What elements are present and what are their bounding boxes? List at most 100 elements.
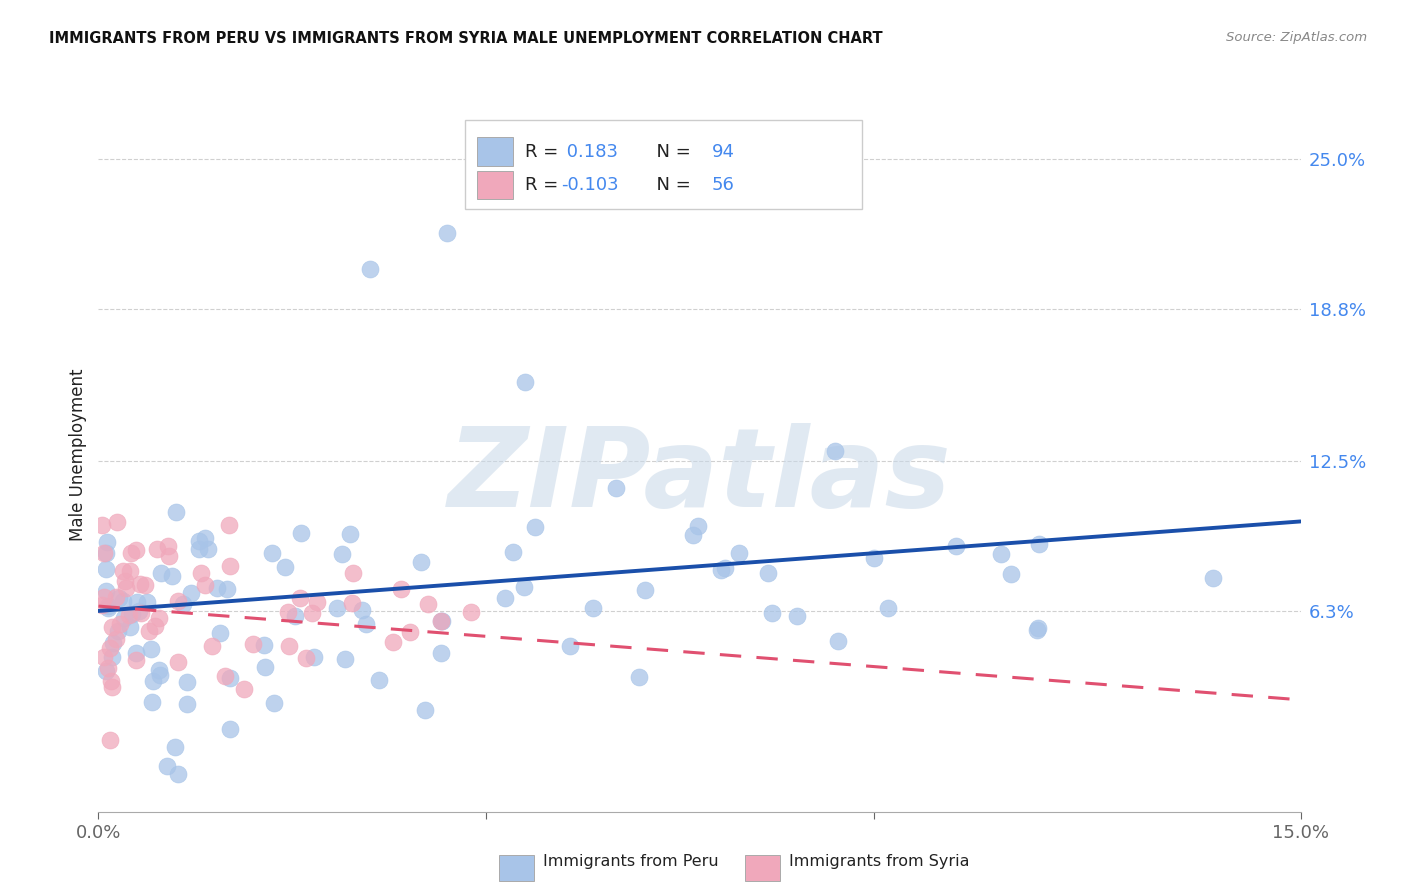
Text: Source: ZipAtlas.com: Source: ZipAtlas.com bbox=[1226, 31, 1367, 45]
Text: -0.103: -0.103 bbox=[561, 177, 619, 194]
Point bbox=[274, 559, 297, 574]
Point bbox=[190, 566, 212, 580]
Point bbox=[301, 606, 323, 620]
Point bbox=[342, 566, 364, 580]
Point bbox=[290, 526, 312, 541]
Point bbox=[436, 226, 458, 240]
Point bbox=[167, 767, 190, 781]
Point bbox=[242, 637, 264, 651]
Point bbox=[98, 640, 121, 655]
Point bbox=[163, 739, 186, 754]
Point bbox=[304, 650, 326, 665]
Point bbox=[205, 581, 228, 595]
Point bbox=[105, 515, 128, 529]
Point bbox=[120, 564, 142, 578]
Point bbox=[93, 547, 115, 561]
Point bbox=[262, 546, 284, 560]
Point bbox=[513, 580, 536, 594]
Point bbox=[114, 582, 136, 596]
Text: R =: R = bbox=[526, 177, 564, 194]
Point bbox=[172, 597, 194, 611]
Point bbox=[156, 539, 179, 553]
Point bbox=[148, 663, 170, 677]
Y-axis label: Male Unemployment: Male Unemployment bbox=[69, 368, 87, 541]
Point bbox=[354, 616, 377, 631]
Point bbox=[305, 595, 328, 609]
Point bbox=[96, 562, 118, 576]
Point bbox=[863, 551, 886, 566]
Point bbox=[149, 566, 172, 580]
Point bbox=[101, 681, 124, 695]
Point bbox=[214, 669, 236, 683]
Text: IMMIGRANTS FROM PERU VS IMMIGRANTS FROM SYRIA MALE UNEMPLOYMENT CORRELATION CHAR: IMMIGRANTS FROM PERU VS IMMIGRANTS FROM … bbox=[49, 31, 883, 46]
Text: 94: 94 bbox=[711, 143, 734, 161]
Point bbox=[513, 375, 536, 389]
Point bbox=[194, 531, 217, 545]
Point bbox=[415, 703, 437, 717]
Point bbox=[96, 584, 118, 599]
Point bbox=[105, 632, 128, 647]
Point bbox=[142, 673, 165, 688]
Point bbox=[333, 652, 356, 666]
Point bbox=[180, 586, 202, 600]
Text: R =: R = bbox=[526, 143, 564, 161]
Point bbox=[165, 505, 187, 519]
Point bbox=[232, 681, 254, 696]
Point bbox=[1026, 621, 1049, 635]
FancyBboxPatch shape bbox=[465, 120, 862, 209]
Point bbox=[714, 561, 737, 575]
Point bbox=[582, 600, 605, 615]
Point bbox=[149, 667, 172, 681]
Point bbox=[125, 595, 148, 609]
Point bbox=[352, 603, 374, 617]
Point bbox=[368, 673, 391, 687]
Point bbox=[120, 546, 142, 560]
FancyBboxPatch shape bbox=[477, 171, 513, 200]
Point bbox=[326, 600, 349, 615]
Point bbox=[634, 582, 657, 597]
Point bbox=[219, 722, 242, 736]
Point bbox=[682, 527, 704, 541]
Point bbox=[166, 655, 188, 669]
Point bbox=[118, 607, 141, 622]
Point bbox=[93, 650, 115, 665]
Point bbox=[141, 695, 163, 709]
Text: Immigrants from Syria: Immigrants from Syria bbox=[789, 855, 969, 869]
Point bbox=[524, 519, 547, 533]
Point bbox=[277, 605, 299, 619]
Point bbox=[114, 610, 136, 624]
Point bbox=[138, 624, 160, 638]
Point bbox=[112, 564, 135, 578]
Point bbox=[277, 639, 299, 653]
Point bbox=[187, 533, 209, 548]
Point bbox=[156, 759, 179, 773]
Point bbox=[111, 594, 134, 608]
Point bbox=[990, 547, 1012, 561]
Point bbox=[409, 556, 432, 570]
Point bbox=[502, 545, 524, 559]
Point bbox=[134, 578, 156, 592]
Point bbox=[176, 674, 198, 689]
Point bbox=[97, 660, 120, 674]
FancyBboxPatch shape bbox=[477, 137, 513, 166]
Point bbox=[98, 733, 121, 747]
Point bbox=[761, 606, 783, 620]
Point bbox=[339, 527, 361, 541]
Point bbox=[827, 634, 849, 648]
Point bbox=[101, 650, 124, 665]
Point bbox=[114, 574, 136, 588]
Point bbox=[105, 590, 128, 604]
Point bbox=[876, 600, 898, 615]
Point bbox=[253, 638, 276, 652]
Point bbox=[359, 261, 381, 276]
Text: N =: N = bbox=[645, 143, 697, 161]
Point bbox=[430, 614, 453, 628]
Text: N =: N = bbox=[645, 177, 697, 194]
Point bbox=[97, 599, 120, 614]
Point bbox=[429, 615, 451, 629]
Point bbox=[1000, 567, 1022, 582]
Point bbox=[197, 542, 219, 557]
Point bbox=[101, 636, 124, 650]
Point bbox=[143, 618, 166, 632]
Point bbox=[136, 595, 159, 609]
